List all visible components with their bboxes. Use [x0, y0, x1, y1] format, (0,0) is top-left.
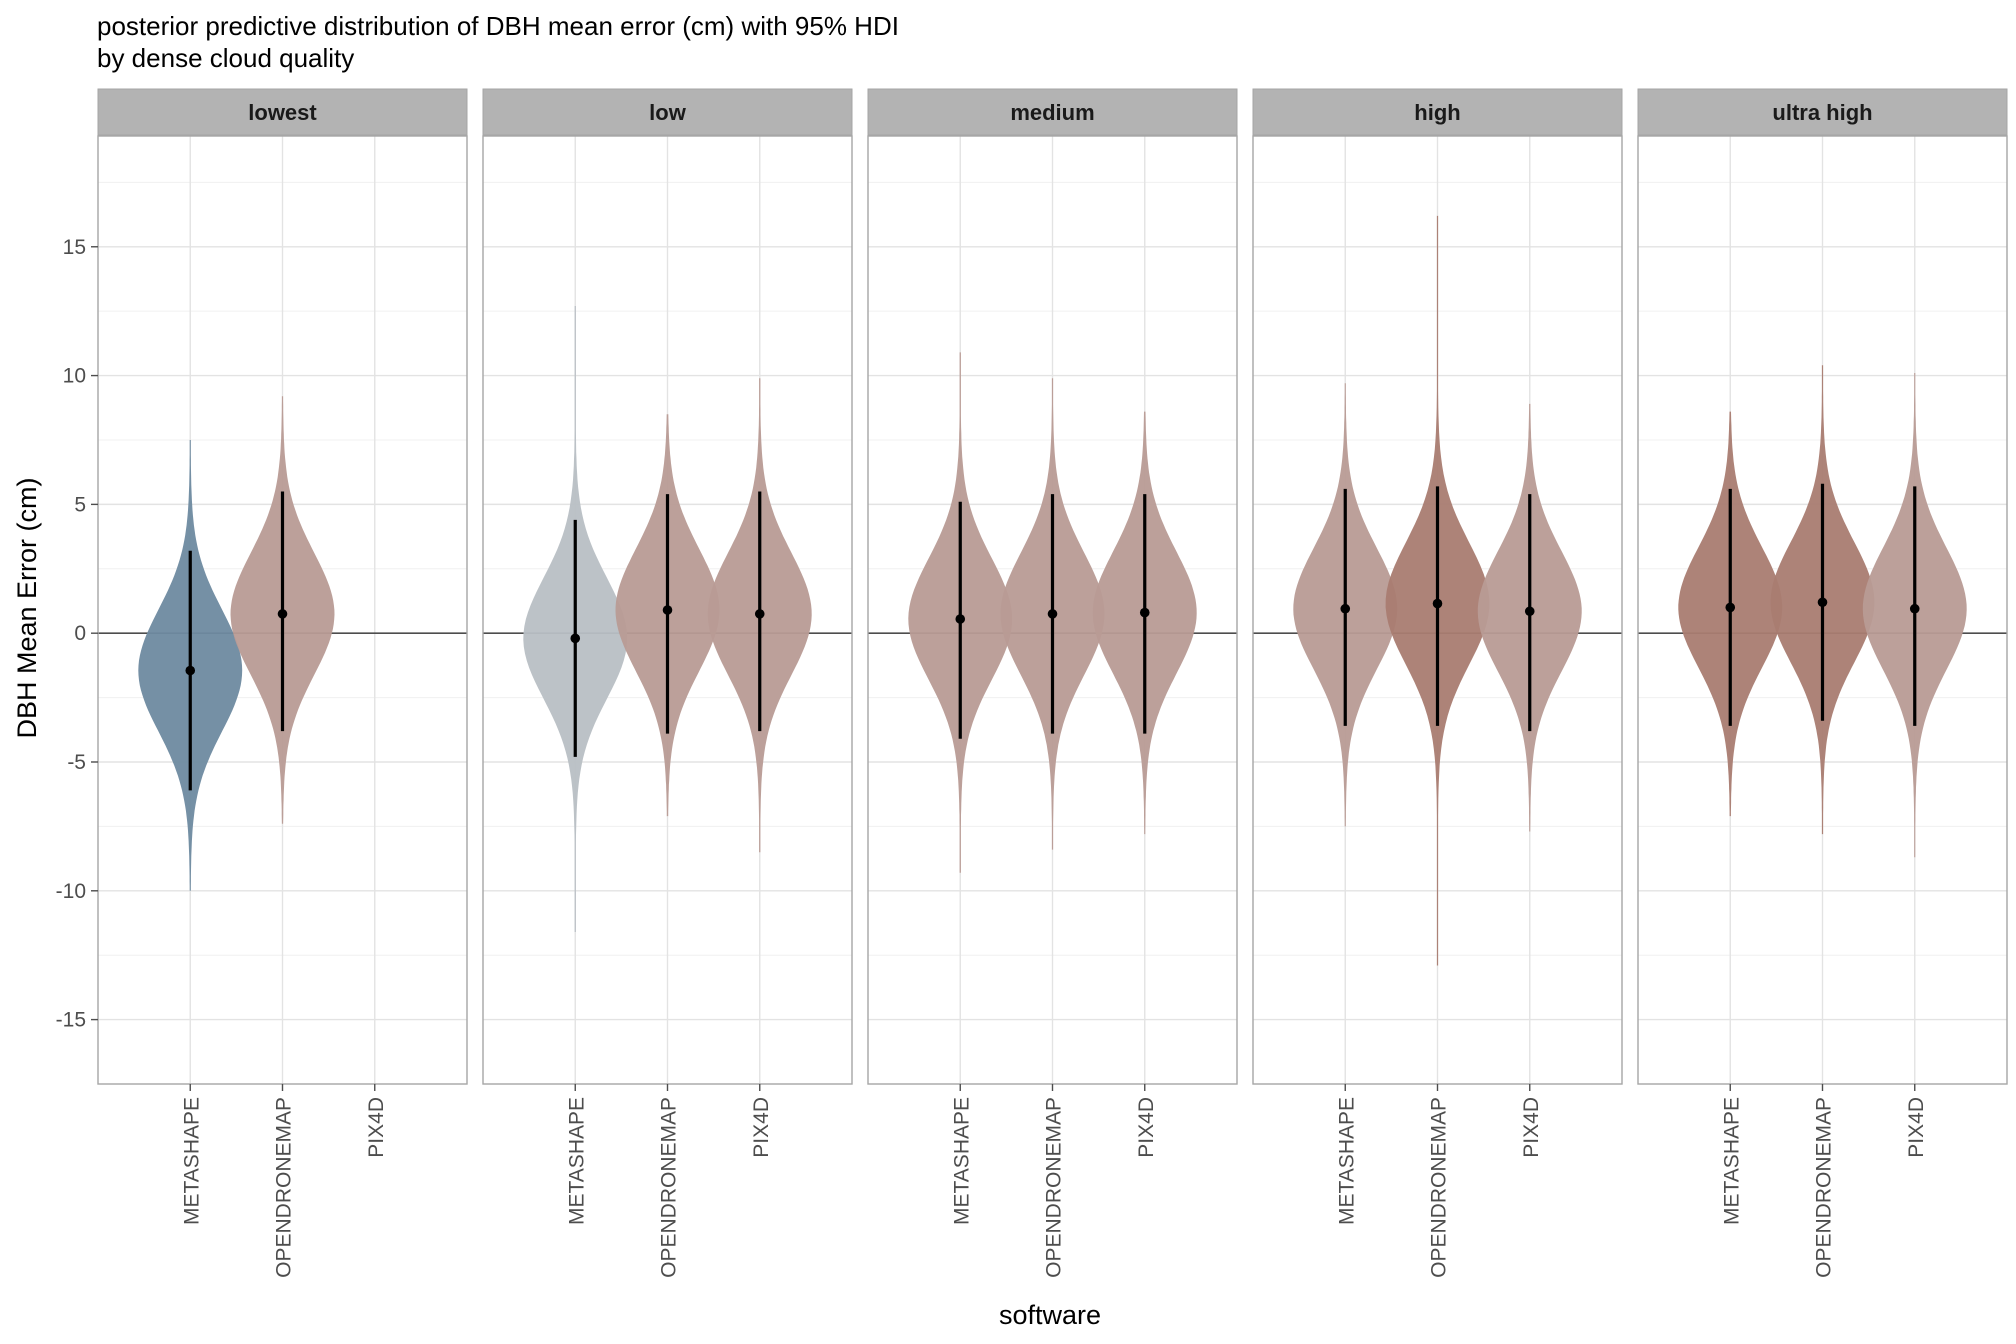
median-point	[1817, 597, 1828, 608]
median-point	[277, 609, 288, 619]
x-tick-label: METASHAPE	[1720, 1097, 1743, 1225]
y-tick-label: -15	[56, 1009, 86, 1032]
x-tick-label: OPENDRONEMAP	[658, 1097, 681, 1278]
facet-panel-high: high METASHAPE OPENDRONEMAP PIX4D	[1252, 88, 1623, 1278]
x-tick-label: PIX4D	[750, 1097, 773, 1158]
median-point	[185, 665, 196, 676]
x-tick-label: OPENDRONEMAP	[1428, 1097, 1451, 1278]
median-point	[1047, 609, 1058, 619]
median-point	[1909, 603, 1920, 614]
y-axis: -15 -10 -5 0 5 10 15	[56, 236, 98, 1032]
facet-strip	[482, 88, 853, 136]
y-tick-label: 0	[74, 622, 86, 645]
median-point	[1524, 606, 1535, 617]
facet-label: medium	[1010, 100, 1094, 125]
x-axis-title: software	[999, 1300, 1101, 1330]
facet-label: lowest	[248, 100, 317, 125]
facet-strip	[867, 88, 1238, 136]
x-tick-label: METASHAPE	[565, 1097, 588, 1225]
x-tick-label: PIX4D	[1905, 1097, 1928, 1158]
y-tick-label: 15	[63, 236, 86, 259]
facet-panel-ultra-high: ultra high METASHAPE OPENDRONEMAP PIX4D	[1637, 88, 2008, 1278]
facet-label: high	[1414, 100, 1460, 125]
x-tick-label: OPENDRONEMAP	[1813, 1097, 1836, 1278]
x-tick-label: METASHAPE	[180, 1097, 203, 1225]
y-tick-label: -5	[67, 751, 86, 774]
facet-strip	[97, 88, 468, 136]
median-point	[1139, 607, 1150, 618]
facet-strip	[1252, 88, 1623, 136]
x-tick-label: PIX4D	[1135, 1097, 1158, 1158]
median-point	[1340, 603, 1351, 614]
median-point	[1432, 598, 1443, 609]
y-tick-label: -10	[56, 880, 86, 903]
y-tick-label: 5	[74, 493, 86, 516]
y-axis-title: DBH Mean Error (cm)	[12, 477, 42, 738]
x-tick-label: METASHAPE	[1335, 1097, 1358, 1225]
median-point	[662, 605, 673, 615]
median-point	[570, 633, 581, 644]
median-point	[1725, 602, 1736, 613]
facet-label: low	[649, 100, 687, 125]
y-tick-label: 10	[63, 365, 86, 388]
chart-title: posterior predictive distribution of DBH…	[97, 11, 899, 41]
facet-panel-medium: medium METASHAPE OPENDRONEMAP PIX4D	[867, 88, 1238, 1278]
median-point	[754, 609, 765, 619]
median-point	[955, 614, 966, 624]
x-tick-label: PIX4D	[1520, 1097, 1543, 1158]
facet-panels: lowest METASHAPE OPENDRONEMAP PIX4D low METAS…	[97, 88, 2008, 1278]
facet-panel-low: low METASHAPE OPENDRONEMAP PIX4D	[482, 88, 853, 1278]
chart-subtitle: by dense cloud quality	[97, 43, 354, 73]
x-tick-label: PIX4D	[365, 1097, 388, 1158]
x-tick-label: METASHAPE	[950, 1097, 973, 1225]
facet-strip	[1637, 88, 2008, 136]
facet-panel-lowest: lowest METASHAPE OPENDRONEMAP PIX4D	[97, 88, 468, 1278]
facet-label: ultra high	[1772, 100, 1872, 125]
x-tick-label: OPENDRONEMAP	[273, 1097, 296, 1278]
x-tick-label: OPENDRONEMAP	[1043, 1097, 1066, 1278]
